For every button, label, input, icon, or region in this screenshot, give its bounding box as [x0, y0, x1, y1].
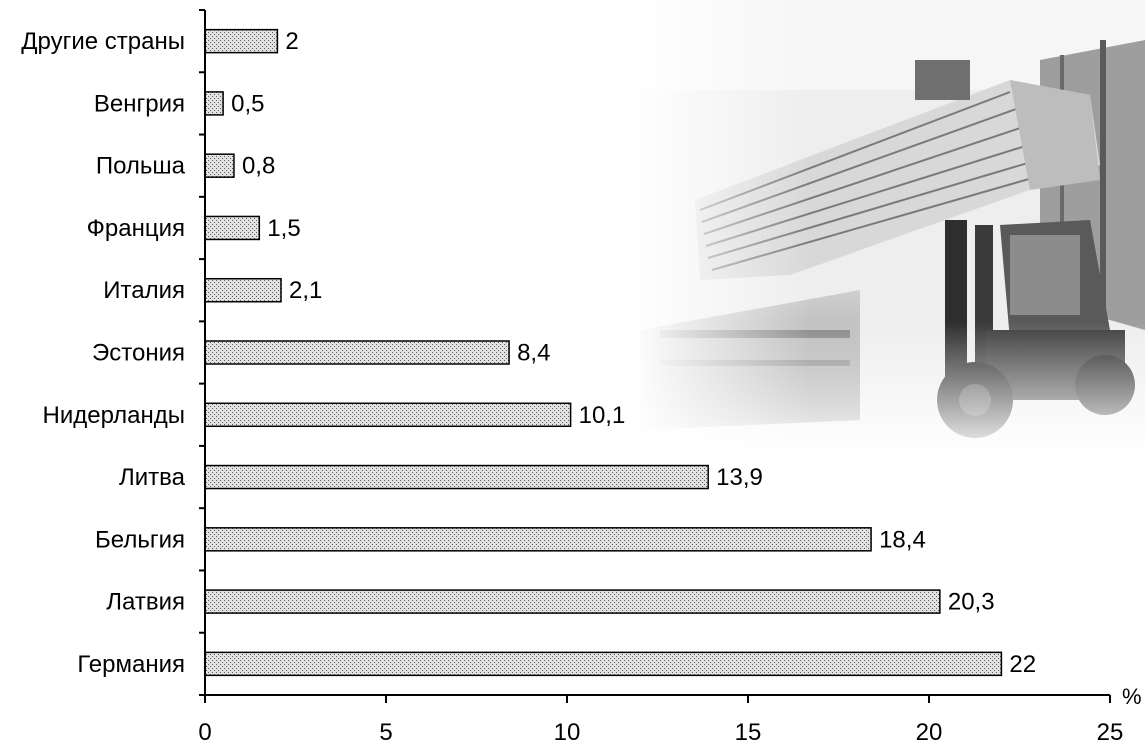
bar-1 [204, 589, 941, 614]
bar-6 [204, 277, 282, 303]
category-label-3: Литва [119, 464, 186, 491]
category-label-8: Польша [96, 153, 186, 180]
x-tick-label-3: 15 [735, 719, 762, 745]
category-label-5: Эстония [92, 340, 185, 367]
bar-2 [204, 527, 872, 552]
bar-4 [204, 402, 572, 428]
value-label-4: 10,1 [579, 402, 626, 429]
bar-7 [204, 215, 261, 241]
bar-8 [204, 153, 235, 178]
bar-3 [204, 464, 709, 490]
value-label-7: 1,5 [267, 215, 300, 242]
value-label-0: 22 [1009, 651, 1036, 678]
x-tick-label-2: 10 [554, 719, 581, 745]
value-label-6: 2,1 [289, 277, 322, 304]
value-label-5: 8,4 [517, 340, 550, 367]
value-label-2: 18,4 [879, 526, 926, 553]
category-label-1: Латвия [106, 589, 185, 616]
value-label-9: 0,5 [231, 90, 264, 117]
forklift-photo [630, 0, 1145, 460]
category-label-0: Германия [77, 651, 185, 678]
category-label-2: Бельгия [95, 526, 185, 553]
value-label-10: 2 [285, 28, 298, 55]
category-label-10: Другие страны [21, 28, 185, 55]
x-tick-label-0: 0 [198, 719, 211, 745]
bar-5 [204, 340, 510, 365]
x-tick-label-4: 20 [916, 719, 943, 745]
value-label-3: 13,9 [716, 464, 763, 491]
category-label-9: Венгрия [94, 90, 185, 117]
category-label-6: Италия [103, 277, 185, 304]
value-label-1: 20,3 [948, 589, 995, 616]
x-tick-label-5: 25 [1097, 719, 1124, 745]
category-label-7: Франция [87, 215, 185, 242]
x-tick-label-1: 5 [379, 719, 392, 745]
x-axis-unit: % [1122, 684, 1142, 709]
category-label-4: Нидерланды [43, 402, 185, 429]
bar-9 [204, 91, 224, 116]
bar-10 [204, 28, 279, 54]
bar-0 [204, 651, 1003, 677]
value-label-8: 0,8 [242, 153, 275, 180]
